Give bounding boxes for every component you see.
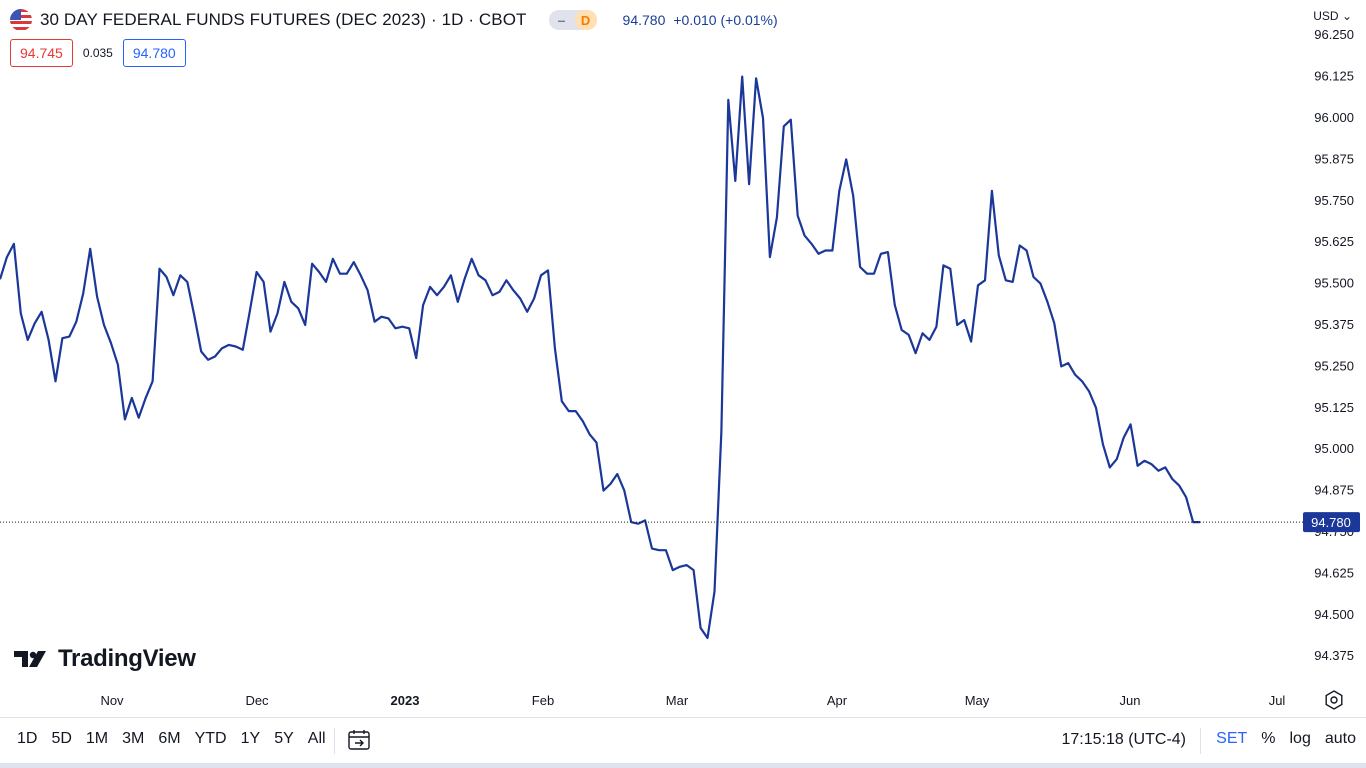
- tradingview-logo[interactable]: TradingView: [14, 645, 196, 673]
- price-tick-label: 96.000: [1314, 110, 1354, 125]
- range-5d-button[interactable]: 5D: [51, 730, 72, 747]
- bid-ask-panel: 94.745 0.035 94.780: [10, 39, 186, 67]
- price-tick-label: 95.500: [1314, 276, 1354, 291]
- time-axis[interactable]: Nov Dec 2023 Feb Mar Apr May Jun Jul: [100, 693, 1285, 708]
- time-tick-label: Jun: [1120, 693, 1141, 708]
- price-tick-label: 94.875: [1314, 483, 1354, 498]
- range-5y-button[interactable]: 5Y: [274, 730, 294, 747]
- price-tick-label: 95.375: [1314, 317, 1354, 332]
- range-1m-button[interactable]: 1M: [85, 730, 109, 747]
- price-tick-label: 96.125: [1314, 69, 1354, 84]
- percent-scale-toggle[interactable]: %: [1261, 730, 1276, 747]
- price-tick-label: 95.125: [1314, 400, 1354, 415]
- status-dash-icon: –: [557, 12, 566, 28]
- toolbar-divider: [334, 728, 335, 754]
- price-series-line: [0, 75, 1200, 640]
- symbol-title[interactable]: 30 DAY FEDERAL FUNDS FUTURES (DEC 2023) …: [40, 10, 527, 29]
- price-tick-label: 96.250: [1314, 27, 1354, 42]
- tradingview-logo-icon: [14, 651, 46, 667]
- market-status-pill[interactable]: – D: [548, 10, 597, 30]
- delayed-data-badge[interactable]: D: [574, 10, 597, 30]
- price-tick-label: 95.625: [1314, 234, 1354, 249]
- time-tick-label: Apr: [827, 693, 848, 708]
- buy-price-button[interactable]: 94.780: [122, 39, 186, 67]
- time-tick-label: Jul: [1269, 693, 1286, 708]
- range-1y-button[interactable]: 1Y: [240, 730, 261, 747]
- bottom-toolbar: 1D 5D 1M 3M 6M YTD 1Y 5Y All 17:15:18 (U…: [0, 717, 1366, 764]
- time-tick-label: Nov: [100, 693, 124, 708]
- price-tick-label: 95.000: [1314, 441, 1354, 456]
- currency-label: USD: [1313, 9, 1339, 23]
- price-tick-label: 95.250: [1314, 358, 1354, 373]
- us-flag-icon: [10, 9, 32, 31]
- time-tick-label: 2023: [391, 693, 420, 708]
- range-all-button[interactable]: All: [307, 730, 326, 747]
- time-tick-label: Feb: [532, 693, 554, 708]
- last-price-value: 94.780: [622, 12, 666, 28]
- spread-value: 0.035: [82, 46, 113, 60]
- time-tick-label: Mar: [666, 693, 689, 708]
- log-scale-toggle[interactable]: log: [1289, 730, 1311, 747]
- price-axis[interactable]: 96.250 96.125 96.000 95.875 95.750 95.625 95.5…: [1314, 27, 1354, 663]
- price-change-value: +0.010 (+0.01%): [673, 12, 778, 28]
- last-price-label: 94.780: [1303, 512, 1360, 533]
- toolbar-divider: [1200, 728, 1201, 754]
- price-chart[interactable]: 96.250 96.125 96.000 95.875 95.750 95.625 95.5…: [0, 0, 1366, 717]
- price-tick-label: 95.750: [1314, 193, 1354, 208]
- currency-selector[interactable]: USD ⌄: [1313, 9, 1352, 23]
- sell-price-button[interactable]: 94.745: [10, 39, 73, 67]
- auto-scale-toggle[interactable]: auto: [1324, 730, 1356, 747]
- price-tick-label: 95.875: [1314, 151, 1354, 166]
- last-quote: 94.780 +0.010 (+0.01%): [623, 12, 778, 28]
- range-6m-button[interactable]: 6M: [158, 730, 181, 747]
- scale-options: SET % log auto: [1216, 730, 1356, 748]
- chevron-down-icon: ⌄: [1341, 9, 1352, 23]
- logo-text: TradingView: [58, 645, 196, 672]
- price-tick-label: 94.375: [1314, 648, 1354, 663]
- session-toggle[interactable]: SET: [1216, 730, 1248, 747]
- time-tick-label: Dec: [245, 693, 269, 708]
- chart-header: 30 DAY FEDERAL FUNDS FUTURES (DEC 2023) …: [10, 7, 778, 33]
- calendar-goto-icon[interactable]: [347, 728, 371, 752]
- settings-gear-icon[interactable]: [1324, 690, 1344, 710]
- range-ytd-button[interactable]: YTD: [194, 730, 227, 747]
- range-3m-button[interactable]: 3M: [122, 730, 145, 747]
- range-buttons: 1D 5D 1M 3M 6M YTD 1Y 5Y All: [10, 730, 333, 748]
- time-tick-label: May: [965, 693, 990, 708]
- price-tick-label: 94.625: [1314, 565, 1354, 580]
- clock-timezone[interactable]: 17:15:18 (UTC-4): [1061, 731, 1187, 748]
- range-1d-button[interactable]: 1D: [17, 730, 38, 747]
- last-price-label-bg: [1303, 512, 1360, 533]
- bottom-border: [0, 763, 1366, 768]
- price-tick-label: 94.500: [1314, 607, 1354, 622]
- last-price-label-text: 94.780: [1311, 515, 1351, 530]
